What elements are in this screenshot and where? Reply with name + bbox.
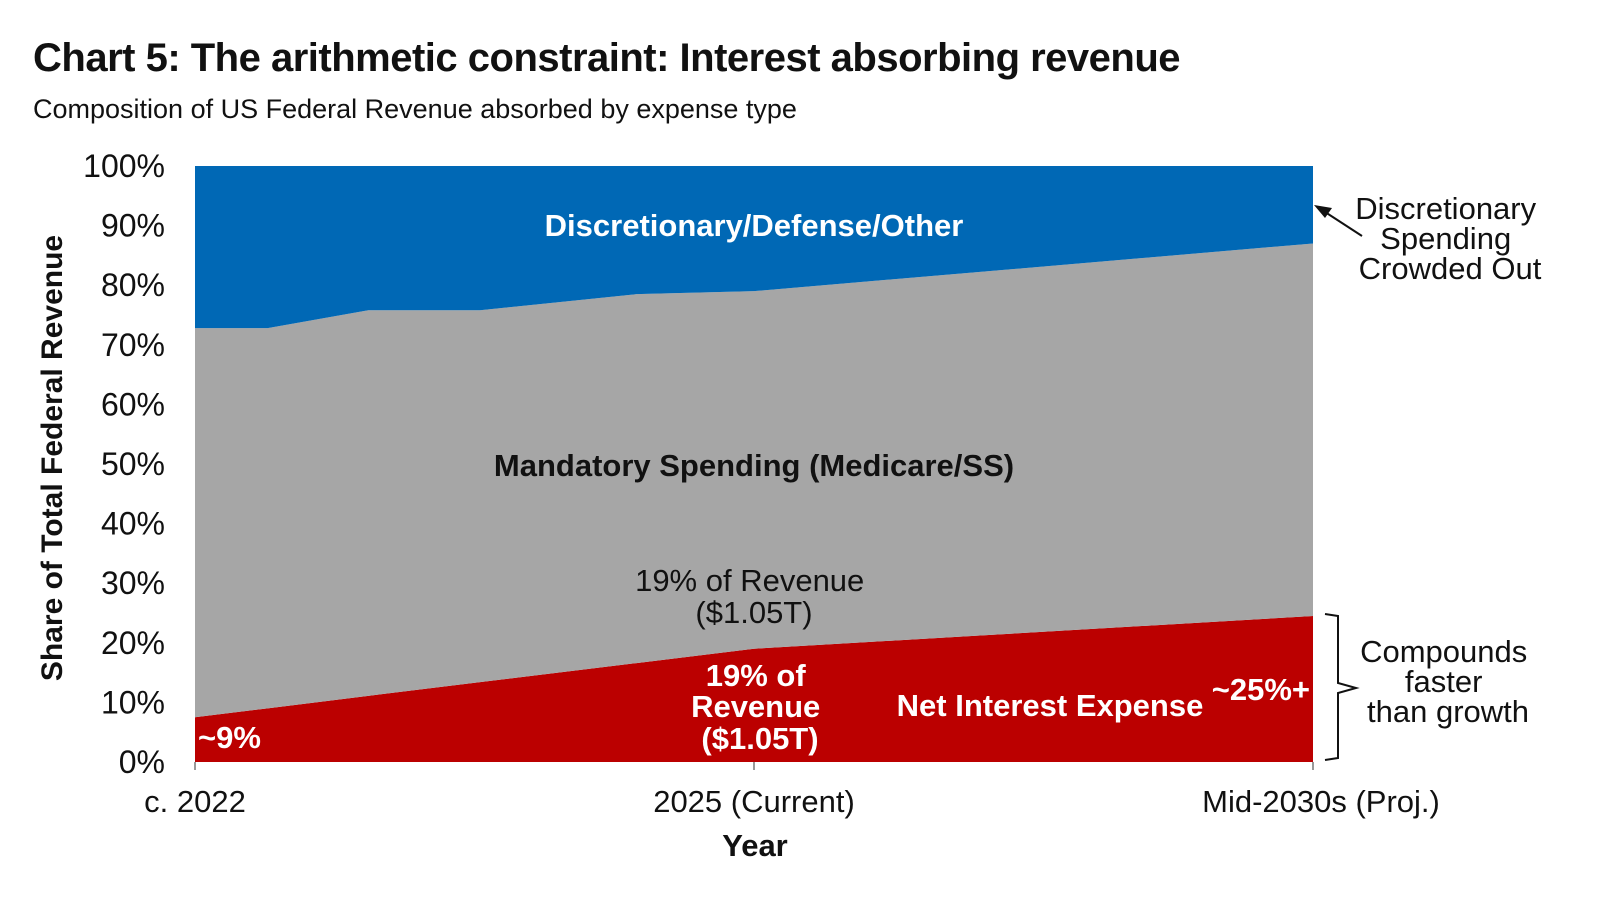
x-tick-label: c. 2022 <box>144 784 246 819</box>
brace-icon <box>1324 613 1360 761</box>
x-tick-label: Mid-2030s (Proj.) <box>1202 784 1440 819</box>
arrow-head-icon <box>1314 205 1332 218</box>
area-series-0 <box>195 615 1313 762</box>
y-tick-label: 50% <box>101 446 165 482</box>
crowded-out-annotation: Discretionary Spending Crowded Out <box>1314 191 1545 286</box>
x-tick-label: 2025 (Current) <box>653 784 855 819</box>
y-tick-label: 10% <box>101 684 165 720</box>
annotation-end-interest: ~25%+ <box>1212 672 1310 707</box>
y-tick-label: 40% <box>101 506 165 542</box>
y-tick-label: 100% <box>83 148 165 184</box>
annotation-current-interest: 19% of Revenue ($1.05T) <box>691 658 829 756</box>
series-label-discretionary: Discretionary/Defense/Other <box>545 208 964 243</box>
chart-subtitle: Composition of US Federal Revenue absorb… <box>33 94 797 124</box>
annotation-current-gray: 19% of Revenue ($1.05T) <box>635 563 873 630</box>
series-label-mandatory: Mandatory Spending (Medicare/SS) <box>494 448 1014 483</box>
y-tick-label: 30% <box>101 565 165 601</box>
area-series-1 <box>195 243 1313 718</box>
y-tick-label: 20% <box>101 625 165 661</box>
area-series-2 <box>195 166 1313 329</box>
svg-text:Compounds faster t: Compounds faster than growth <box>1360 634 1536 729</box>
y-tick-label: 60% <box>101 386 165 422</box>
compounds-annotation: Compounds faster than growth <box>1324 613 1536 761</box>
y-axis-label: Share of Total Federal Revenue <box>36 235 69 681</box>
y-tick-label: 90% <box>101 208 165 244</box>
y-tick-label: 0% <box>119 744 165 780</box>
annotation-start-interest: ~9% <box>198 720 261 755</box>
y-tick-label: 80% <box>101 267 165 303</box>
y-tick-label: 70% <box>101 327 165 363</box>
svg-text:Discretionary Spending: Discretionary Spending Crowded Out <box>1355 191 1545 286</box>
series-label-interest: Net Interest Expense <box>897 688 1204 723</box>
chart-title: Chart 5: The arithmetic constraint: Inte… <box>33 36 1181 80</box>
x-axis-label: Year <box>722 828 788 863</box>
arrow-line <box>1321 209 1363 237</box>
